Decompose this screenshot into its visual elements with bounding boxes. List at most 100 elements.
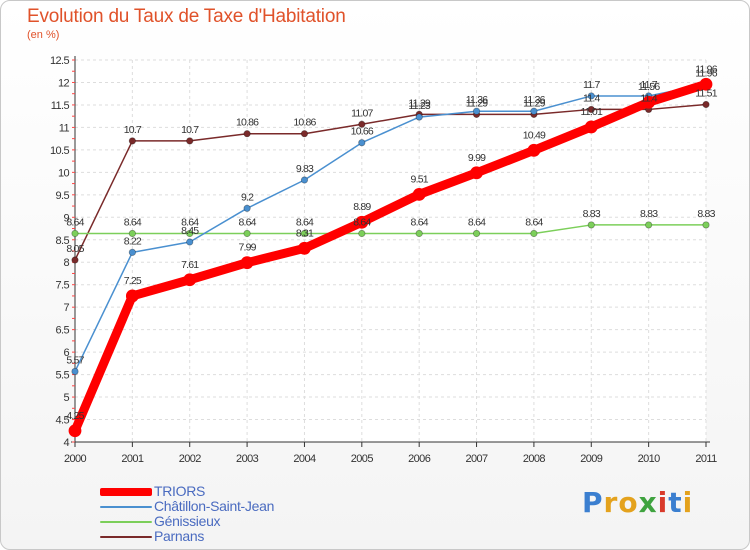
data-label-triors: 8.31 (296, 227, 314, 239)
y-tick-label: 5 (63, 392, 69, 404)
data-point-triors (584, 120, 598, 134)
x-tick-label: 2007 (466, 453, 489, 465)
data-label-genissieux: 8.64 (411, 216, 429, 228)
data-point-chatillon-saint-jean (243, 204, 251, 212)
y-tick-label: 10.5 (50, 145, 69, 157)
logo-letter: i (657, 486, 669, 519)
legend-label-chatillon-saint-jean: Châtillon-Saint-Jean (154, 498, 275, 514)
data-label-chatillon-saint-jean: 9.2 (241, 191, 254, 203)
logo-letter: x (638, 486, 658, 519)
y-tick-label: 8.5 (56, 235, 70, 247)
data-point-chatillon-saint-jean (530, 107, 538, 115)
data-point-triors (412, 187, 426, 201)
x-tick-label: 2006 (408, 453, 431, 465)
data-label-parnans: 11.29 (408, 97, 430, 109)
data-label-chatillon-saint-jean: 11.96 (695, 67, 717, 79)
chart-subtitle: (en %) (27, 29, 60, 41)
x-tick-label: 2008 (523, 453, 546, 465)
data-point-parnans (358, 120, 366, 128)
data-label-genissieux: 8.83 (640, 208, 658, 220)
y-tick-label: 5.5 (56, 370, 70, 382)
y-tick-label: 6.5 (56, 325, 70, 337)
data-point-parnans (702, 100, 710, 109)
data-point-genissieux (300, 229, 309, 238)
data-label-chatillon-saint-jean: 11.36 (523, 94, 545, 106)
data-label-triors: 8.89 (353, 201, 371, 213)
data-label-genissieux: 8.64 (238, 216, 256, 228)
data-label-genissieux: 8.64 (525, 216, 543, 228)
data-label-triors: 7.61 (181, 259, 199, 271)
data-label-chatillon-saint-jean: 8.22 (124, 235, 142, 247)
data-point-triors (125, 289, 139, 303)
data-point-genissieux (186, 229, 194, 238)
data-point-genissieux (358, 229, 366, 238)
legend-label-triors: TRIORS (154, 483, 206, 499)
x-tick-label: 2005 (351, 453, 374, 465)
legend-swatch-triors (100, 488, 152, 496)
data-point-chatillon-saint-jean (587, 92, 595, 100)
y-tick-label: 11 (59, 122, 70, 134)
y-tick-label: 9 (63, 212, 69, 224)
x-tick-label: 2004 (293, 453, 316, 465)
data-label-genissieux: 8.83 (583, 208, 601, 220)
data-point-chatillon-saint-jean (128, 248, 136, 256)
legend-swatch-genissieux (100, 521, 152, 523)
x-tick-label: 2002 (179, 453, 202, 465)
y-tick-label: 4 (63, 437, 69, 449)
data-label-parnans: 10.86 (236, 117, 259, 129)
data-point-chatillon-saint-jean (358, 139, 366, 147)
data-label-parnans: 10.86 (293, 117, 316, 129)
logo-letter: i (682, 486, 694, 519)
logo-letter: t (668, 486, 683, 519)
data-point-parnans (587, 105, 595, 114)
data-label-chatillon-saint-jean: 11.23 (408, 100, 430, 112)
data-label-genissieux: 8.64 (353, 216, 371, 228)
data-label-genissieux: 8.64 (181, 216, 199, 228)
legend-swatch-chatillon-saint-jean (100, 506, 152, 508)
data-label-chatillon-saint-jean: 11.7 (640, 79, 657, 91)
data-point-genissieux (587, 221, 595, 229)
data-label-chatillon-saint-jean: 11.36 (466, 94, 488, 106)
data-point-triors (527, 143, 541, 157)
series-line-chatillon-saint-jean (74, 83, 707, 373)
data-point-chatillon-saint-jean (186, 238, 194, 246)
x-tick-label: 2010 (638, 453, 661, 465)
data-point-genissieux (415, 229, 423, 238)
x-tick-label: 2009 (580, 453, 603, 465)
data-label-chatillon-saint-jean: 5.57 (66, 354, 84, 366)
data-label-triors: 9.51 (411, 173, 429, 185)
data-label-triors: 11.56 (638, 81, 660, 93)
data-point-parnans (300, 130, 309, 138)
data-label-parnans: 8.05 (66, 243, 84, 255)
data-point-triors (355, 215, 369, 229)
data-point-genissieux (472, 229, 481, 238)
data-label-parnans: 11.51 (695, 87, 717, 99)
data-point-chatillon-saint-jean (300, 176, 309, 184)
data-label-genissieux: 8.64 (468, 216, 486, 228)
y-tick-label: 6 (63, 347, 69, 359)
data-point-triors (298, 241, 311, 255)
data-point-genissieux (530, 229, 538, 238)
y-tick-label: 7.5 (56, 280, 70, 292)
data-label-triors: 9.99 (468, 152, 486, 164)
y-tick-label: 8 (63, 257, 69, 269)
legend-label-parnans: Parnans (154, 528, 205, 544)
data-point-parnans (243, 130, 251, 138)
y-tick-label: 4.5 (56, 415, 70, 427)
data-point-triors (68, 424, 82, 438)
data-point-genissieux (702, 221, 710, 229)
legend-swatch-parnans (100, 536, 152, 538)
x-tick-label: 2011 (695, 453, 717, 465)
data-label-parnans: 10.7 (181, 124, 199, 136)
y-tick-label: 9.5 (56, 190, 70, 202)
data-point-parnans (71, 256, 79, 264)
data-label-parnans: 11.29 (523, 97, 545, 109)
data-point-chatillon-saint-jean (71, 367, 79, 376)
y-tick-label: 7 (63, 302, 69, 314)
legend-label-genissieux: Génissieux (154, 513, 221, 529)
data-label-chatillon-saint-jean: 8.45 (181, 225, 199, 237)
data-label-genissieux: 8.64 (296, 216, 314, 228)
y-tick-label: 12.5 (50, 55, 69, 67)
data-label-parnans: 11.07 (351, 107, 373, 119)
line-chart: 4 4.5 5 5.5 6 6.5 7 7.5 8 8.5 9 9.5 10 10.5 11 11.5 12 12… (50, 55, 719, 465)
